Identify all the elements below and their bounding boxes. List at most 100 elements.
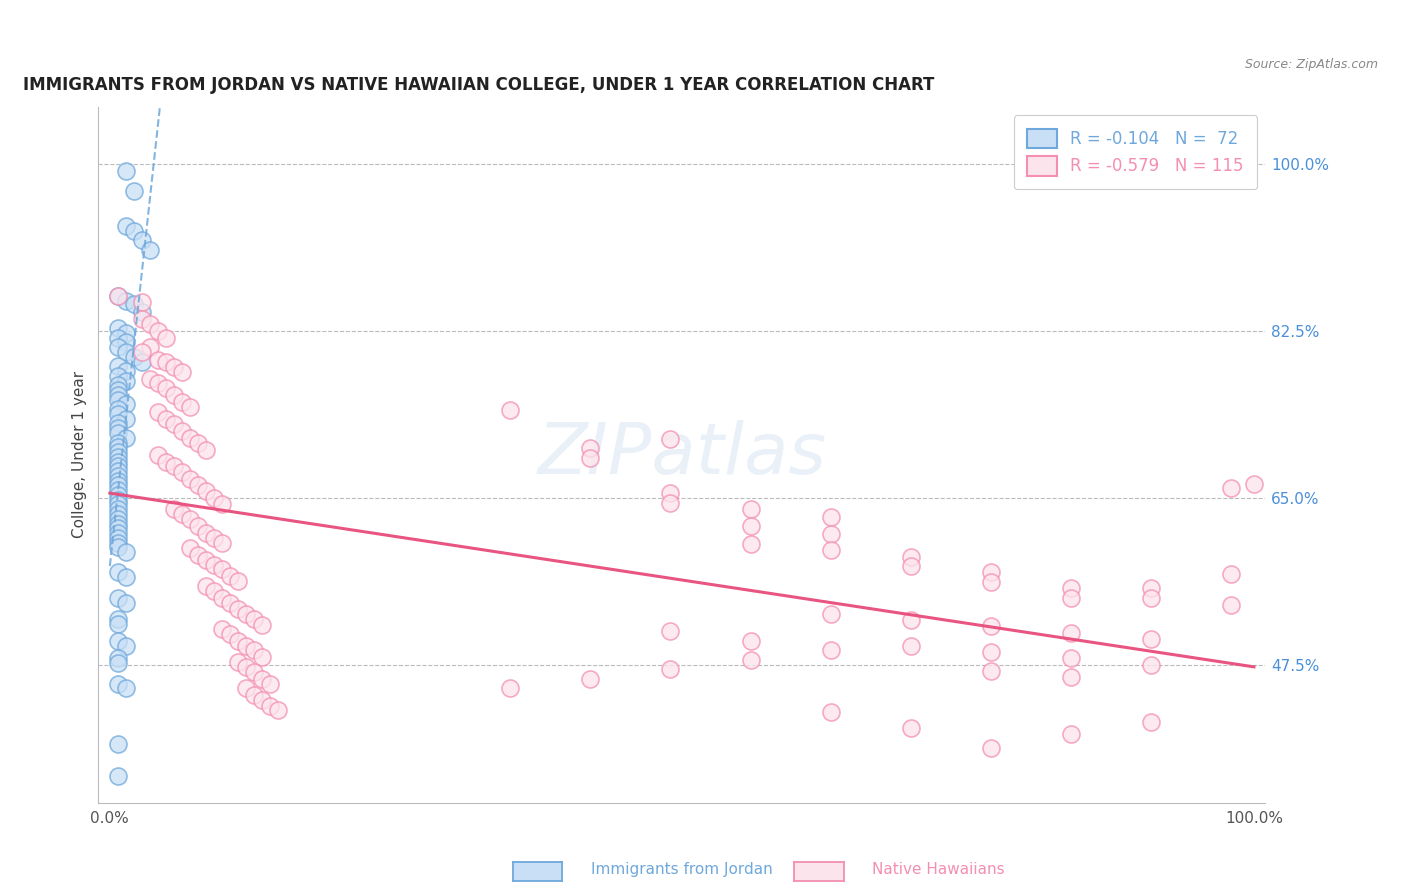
Point [820,543,842,558]
Point [211,623,233,637]
Point [107,616,129,631]
Point [115,374,138,388]
Point [1220,598,1243,612]
Point [1060,582,1083,596]
Point [107,469,129,483]
Point [163,417,186,432]
Point [900,559,922,574]
Point [107,331,129,345]
Point [170,424,193,438]
Point [1243,476,1265,491]
Point [131,234,153,248]
Point [579,672,602,686]
Point [980,665,1002,679]
Text: ZIPatlas: ZIPatlas [537,420,827,490]
Point [155,454,177,468]
Point [131,345,153,359]
Point [250,650,273,665]
Point [115,596,138,610]
Point [115,545,138,559]
Point [122,297,145,311]
Point [226,574,249,588]
Point [1060,651,1083,665]
Point [202,584,225,599]
Point [155,411,177,425]
Point [115,411,138,425]
Point [107,651,129,665]
Point [139,243,162,257]
Point [107,421,129,435]
Point [122,184,145,198]
Point [139,372,162,386]
Text: Source: ZipAtlas.com: Source: ZipAtlas.com [1244,58,1378,71]
Point [179,472,201,486]
Point [179,431,201,445]
Point [659,662,682,676]
Point [259,676,281,690]
Point [740,633,762,648]
Point [187,478,209,492]
Point [1060,670,1083,684]
Point [107,289,129,303]
Point [1220,481,1243,495]
Point [202,531,225,545]
Text: Immigrants from Jordan: Immigrants from Jordan [591,863,772,877]
Point [219,569,242,583]
Point [267,703,290,717]
Point [146,376,169,391]
Point [226,633,249,648]
Point [131,295,153,310]
Point [820,643,842,657]
Point [107,321,129,335]
Point [194,579,217,593]
Point [202,491,225,505]
Point [107,516,129,531]
Point [115,639,138,653]
Point [107,383,129,397]
Point [115,219,138,234]
Point [740,519,762,533]
Point [155,331,177,345]
Point [107,474,129,488]
Point [243,665,266,680]
Point [107,440,129,454]
Point [107,392,129,407]
Point [226,655,249,669]
Point [1060,626,1083,640]
Point [107,464,129,478]
Point [107,388,129,402]
Point [820,705,842,719]
Point [980,565,1002,579]
Point [107,633,129,648]
Point [211,498,233,512]
Point [115,570,138,584]
Point [107,612,129,626]
Point [107,512,129,526]
Point [820,607,842,621]
Point [211,562,233,576]
Point [107,483,129,498]
Point [107,535,129,549]
Point [107,488,129,502]
Point [194,526,217,541]
Point [250,672,273,686]
Legend: R = -0.104   N =  72, R = -0.579   N = 115: R = -0.104 N = 72, R = -0.579 N = 115 [1014,115,1257,189]
Point [1140,632,1163,646]
Point [107,769,129,783]
Point [131,354,153,368]
Point [900,549,922,564]
Point [219,627,242,641]
Point [131,311,153,326]
Point [579,442,602,456]
Point [107,378,129,392]
Point [107,507,129,521]
Point [115,397,138,411]
Point [107,435,129,450]
Point [155,381,177,395]
Point [115,681,138,696]
Point [659,486,682,500]
Point [107,676,129,690]
Point [115,335,138,350]
Point [107,502,129,516]
Point [250,617,273,632]
